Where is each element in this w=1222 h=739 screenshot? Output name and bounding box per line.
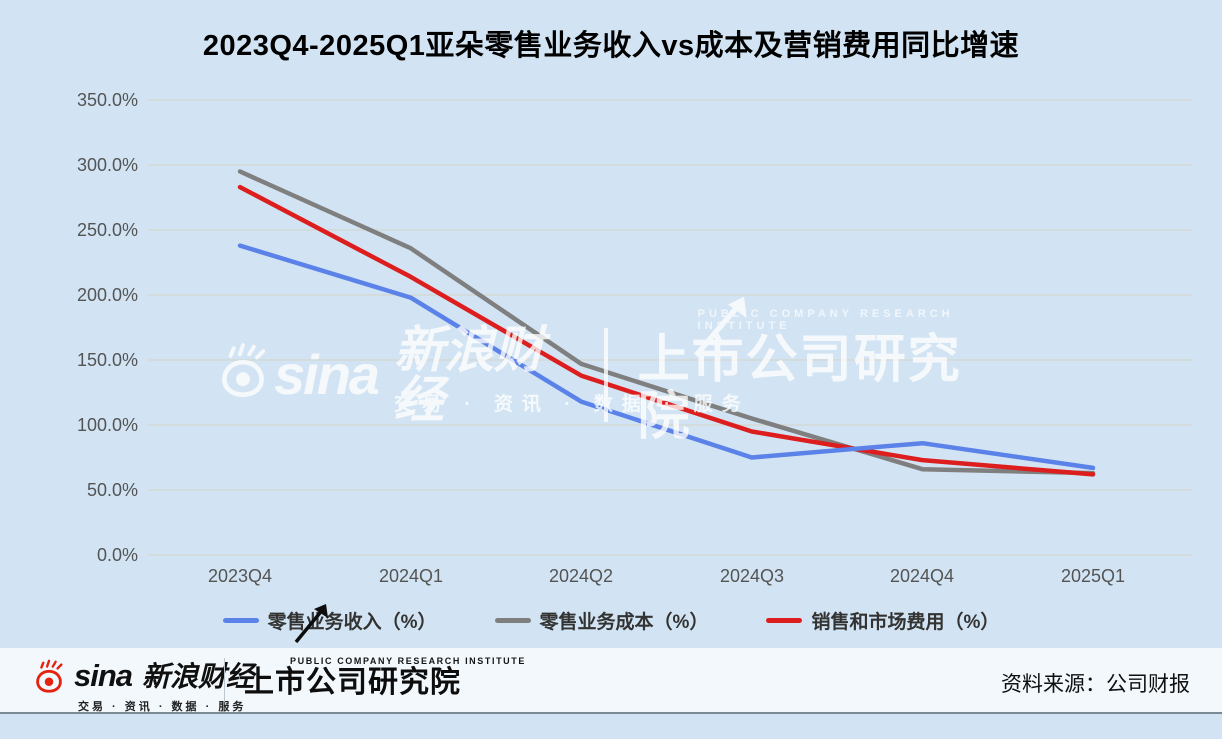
y-axis-tick-label: 250.0% xyxy=(76,220,138,240)
y-axis-tick-label: 350.0% xyxy=(76,90,138,110)
series-line-2 xyxy=(237,184,1096,477)
legend-item: 销售和市场费用（%） xyxy=(766,607,999,634)
sina-eye-icon xyxy=(30,655,68,704)
x-axis-tick-label: 2024Q4 xyxy=(889,566,955,586)
data-source-text: 资料来源：公司财报 xyxy=(1001,673,1190,696)
sina-wordmark: sina xyxy=(74,658,133,693)
institute-arrow-icon xyxy=(280,592,340,657)
series-line-0 xyxy=(237,243,1096,471)
institute-name-en: PUBLIC COMPANY RESEARCH INSTITUTE xyxy=(290,656,526,666)
x-axis-tick-label: 2024Q2 xyxy=(548,566,614,586)
sina-brand: 新浪财经 xyxy=(142,661,255,692)
x-axis-tick-label: 2023Q4 xyxy=(207,566,273,586)
x-axis-tick-label: 2024Q3 xyxy=(719,566,785,586)
y-axis-tick-label: 0.0% xyxy=(96,545,138,565)
legend: 零售业务收入（%） 零售业务成本（%） 销售和市场费用（%） xyxy=(0,607,1222,634)
y-axis-tick-label: 300.0% xyxy=(76,155,138,175)
chart-title: 2023Q4-2025Q1亚朵零售业务收入vs成本及营销费用同比增速 xyxy=(202,30,1020,62)
footer-logo-divider xyxy=(224,658,225,702)
footer-rule xyxy=(0,712,1222,714)
footer: sina 新浪财经 交易 · 资讯 · 数据 · 服务 PUBLIC COMPA… xyxy=(0,604,1222,714)
sina-tagline: 交易 · 资讯 · 数据 · 服务 xyxy=(78,701,247,713)
institute-name: 上市公司研究院 xyxy=(244,666,461,699)
legend-label: 零售业务成本（%） xyxy=(539,612,709,633)
legend-label: 销售和市场费用（%） xyxy=(811,612,1000,633)
x-axis-tick-label: 2025Q1 xyxy=(1060,566,1126,586)
y-axis-tick-label: 50.0% xyxy=(86,480,138,500)
institute-logo: PUBLIC COMPANY RESEARCH INSTITUTE 上市公司研究… xyxy=(244,604,526,701)
legend-swatch xyxy=(766,618,803,623)
sina-finance-logo: sina 新浪财经 交易 · 资讯 · 数据 · 服务 xyxy=(30,655,254,714)
legend-swatch xyxy=(222,618,259,623)
y-axis-tick-label: 100.0% xyxy=(76,415,138,435)
x-axis-tick-label: 2024Q1 xyxy=(378,566,444,586)
grid-lines xyxy=(148,99,1192,556)
legend-item: 零售业务成本（%） xyxy=(494,607,709,634)
y-axis-tick-label: 150.0% xyxy=(76,350,138,370)
series-line-1 xyxy=(237,169,1096,476)
legend-swatch xyxy=(494,618,531,623)
y-axis-tick-label: 200.0% xyxy=(76,285,138,305)
